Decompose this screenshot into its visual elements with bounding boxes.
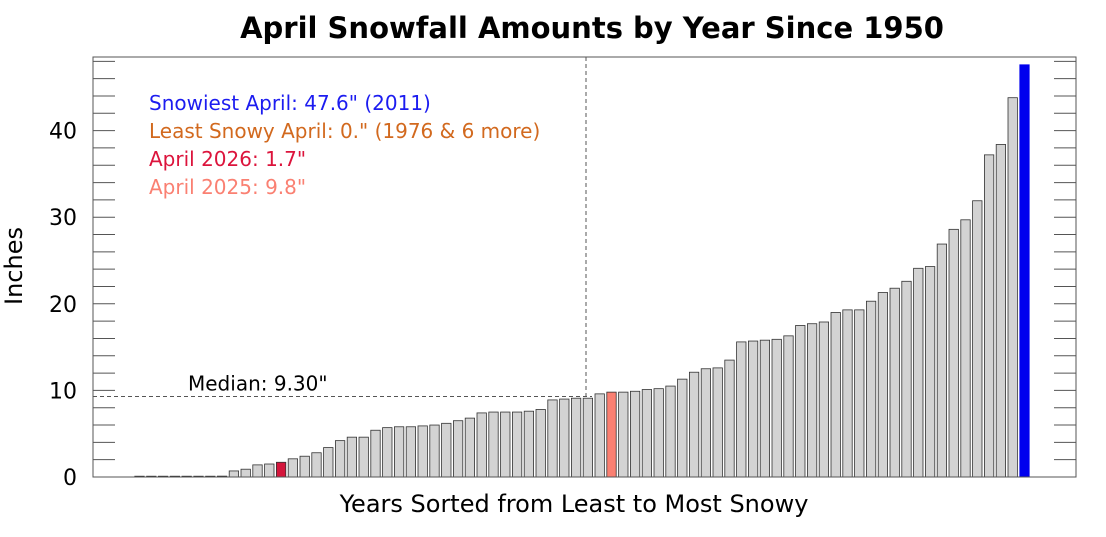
bar bbox=[972, 200, 983, 478]
bar bbox=[984, 154, 995, 478]
bar bbox=[311, 452, 322, 478]
bar bbox=[901, 280, 912, 478]
annotation-snowiest: Snowiest April: 47.6" (2011) bbox=[149, 91, 431, 115]
bar bbox=[724, 359, 735, 478]
bar bbox=[818, 321, 830, 478]
bar bbox=[264, 463, 275, 478]
bar bbox=[995, 144, 1007, 478]
bar bbox=[535, 409, 546, 478]
chart-title: April Snowfall Amounts by Year Since 195… bbox=[240, 11, 944, 45]
bars-group bbox=[134, 64, 1030, 478]
bar bbox=[889, 287, 900, 478]
bar bbox=[512, 411, 523, 478]
bar bbox=[594, 393, 605, 478]
bar bbox=[913, 267, 924, 478]
bar bbox=[866, 300, 877, 478]
x-axis-label: Years Sorted from Least to Most Snowy bbox=[339, 490, 809, 518]
annotations-group: Snowiest April: 47.6" (2011) Least Snowy… bbox=[149, 91, 540, 199]
bar bbox=[665, 385, 676, 478]
bar bbox=[429, 424, 440, 478]
bar bbox=[228, 470, 239, 478]
bar bbox=[500, 411, 511, 478]
bar bbox=[393, 426, 405, 478]
bar bbox=[783, 335, 794, 478]
bar bbox=[771, 338, 782, 478]
bar bbox=[807, 323, 818, 478]
bar bbox=[547, 399, 558, 478]
bar bbox=[925, 266, 936, 478]
y-axis-label: Inches bbox=[0, 227, 28, 305]
y-tick-label: 20 bbox=[49, 293, 77, 318]
bar bbox=[488, 411, 499, 478]
bar bbox=[877, 292, 889, 478]
y-tick-label: 30 bbox=[49, 206, 77, 231]
bar bbox=[677, 378, 688, 478]
bar-previous-year bbox=[606, 391, 617, 478]
y-tick-label: 0 bbox=[63, 466, 77, 491]
bar bbox=[571, 397, 582, 478]
bar bbox=[700, 368, 712, 478]
bar bbox=[476, 412, 487, 478]
bar bbox=[523, 410, 535, 478]
bar bbox=[653, 388, 664, 478]
bar bbox=[830, 312, 841, 478]
bar bbox=[1007, 97, 1018, 478]
bar bbox=[759, 339, 771, 478]
bar bbox=[641, 389, 653, 478]
bar bbox=[240, 468, 251, 478]
bar bbox=[960, 219, 971, 478]
median-group: Median: 9.30" bbox=[93, 57, 592, 397]
bar bbox=[842, 309, 853, 478]
bar bbox=[382, 427, 393, 478]
minor-ticks bbox=[93, 60, 1076, 478]
bar bbox=[712, 367, 723, 478]
annotation-current-year: April 2026: 1.7" bbox=[149, 147, 306, 171]
bar bbox=[323, 447, 334, 478]
bar bbox=[854, 309, 865, 478]
y-tick-label: 10 bbox=[49, 379, 77, 404]
bar-snowiest bbox=[1019, 64, 1030, 478]
bar bbox=[252, 464, 263, 478]
annotation-previous-year: April 2025: 9.8" bbox=[149, 175, 306, 199]
bar bbox=[948, 228, 959, 478]
bar bbox=[936, 243, 948, 478]
bar bbox=[299, 455, 310, 478]
bar bbox=[417, 425, 428, 478]
median-label: Median: 9.30" bbox=[188, 371, 328, 395]
bar bbox=[370, 429, 381, 478]
bar bbox=[559, 398, 570, 478]
bar bbox=[618, 391, 629, 478]
bar bbox=[334, 440, 346, 478]
bar bbox=[795, 325, 806, 478]
bar bbox=[582, 397, 594, 478]
plot-frame bbox=[92, 56, 1077, 478]
bar bbox=[689, 371, 700, 478]
bar bbox=[358, 436, 369, 478]
y-tick-label: 40 bbox=[49, 120, 77, 145]
bar bbox=[736, 341, 747, 478]
bar bbox=[452, 420, 464, 478]
bar bbox=[441, 422, 452, 478]
bar bbox=[287, 458, 299, 478]
annotation-least-snowy: Least Snowy April: 0." (1976 & 6 more) bbox=[149, 119, 540, 143]
bar bbox=[748, 340, 759, 478]
bar bbox=[630, 390, 641, 478]
y-axis-ticks: 0 10 20 30 40 bbox=[49, 120, 77, 491]
bar bbox=[464, 417, 476, 478]
bar-current-year bbox=[275, 461, 287, 478]
bar bbox=[405, 426, 417, 478]
bar bbox=[346, 436, 358, 478]
